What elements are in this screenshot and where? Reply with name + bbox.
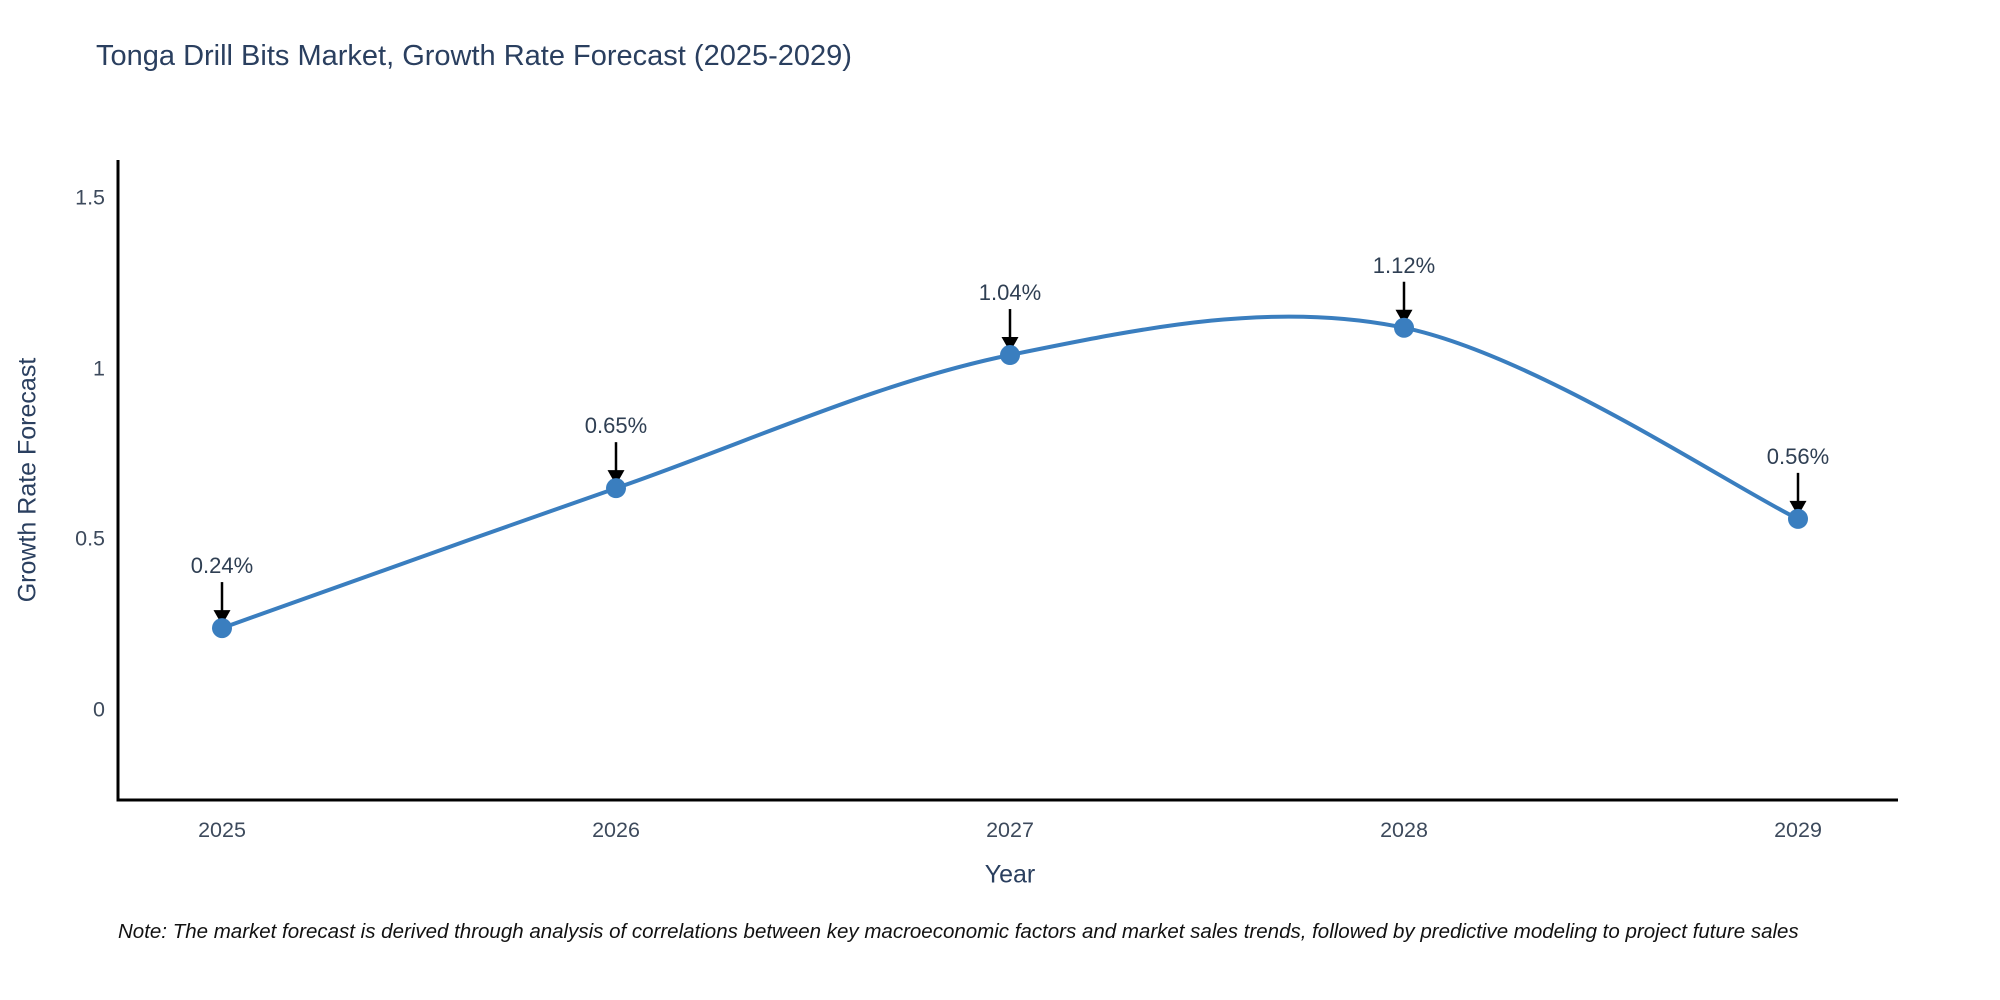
annotation-arrowhead-icon (213, 610, 231, 626)
annotation-arrowhead-icon (607, 470, 625, 486)
data-point-marker[interactable] (1788, 508, 1808, 529)
annotation-arrowhead-icon (1001, 337, 1019, 353)
annotation-arrowhead-icon (1395, 309, 1413, 325)
x-tick-label: 2028 (1380, 818, 1428, 842)
point-value-label: 0.24% (190, 553, 254, 579)
point-value-label: 1.04% (978, 280, 1042, 306)
x-tick-label: 2025 (198, 818, 246, 842)
annotation-arrowhead-icon (1789, 500, 1807, 516)
point-value-label: 0.65% (584, 413, 648, 439)
footnote: Note: The market forecast is derived thr… (118, 920, 1799, 943)
x-axis-title: Year (984, 860, 1036, 889)
x-tick-label: 2026 (592, 818, 640, 842)
x-tick-label: 2029 (1774, 818, 1822, 842)
data-point-marker[interactable] (212, 618, 232, 639)
y-tick-label: 0 (93, 697, 105, 722)
data-point-marker[interactable] (606, 478, 626, 499)
y-tick-label: 1 (93, 356, 105, 381)
chart-title: Tonga Drill Bits Market, Growth Rate For… (96, 40, 852, 72)
point-value-label: 1.12% (1372, 252, 1436, 278)
data-point-marker[interactable] (1000, 345, 1020, 366)
x-tick-label: 2027 (986, 818, 1034, 842)
y-tick-label: 1.5 (75, 185, 105, 210)
point-value-label: 0.56% (1766, 443, 1830, 469)
y-tick-label: 0.5 (75, 526, 105, 551)
data-point-marker[interactable] (1394, 317, 1414, 338)
